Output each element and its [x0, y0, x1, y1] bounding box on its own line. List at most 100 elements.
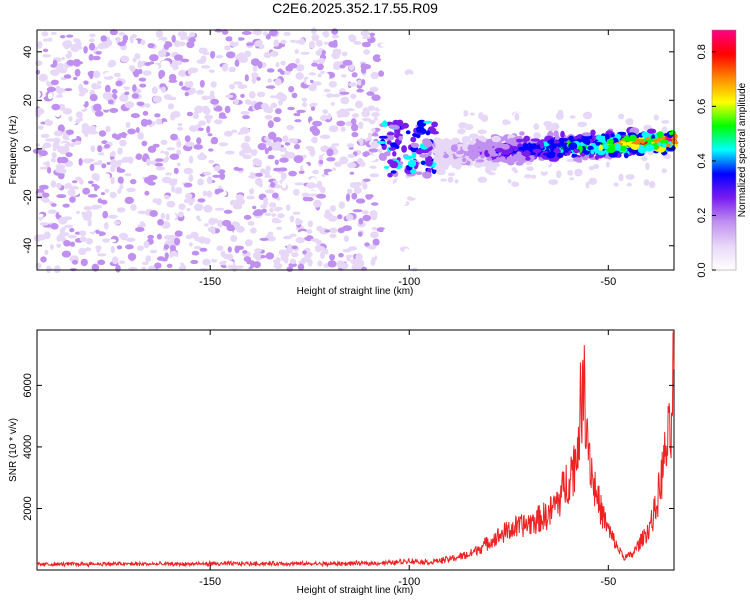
- spectrogram-cell-972: [293, 155, 304, 164]
- spectrogram-cell-1137: [208, 69, 215, 73]
- spectrogram-cell-539: [359, 173, 366, 179]
- spectrogram-cell-203: [190, 259, 199, 265]
- spectrogram-cell-1238: [160, 139, 168, 145]
- spectrogram-cell-1249: [88, 130, 99, 135]
- spectrogram-cell-2722: [513, 146, 518, 152]
- spectrogram-cell-1921: [388, 147, 396, 151]
- spectrogram-cell-1017: [359, 160, 364, 164]
- spectrogram-cell-1547: [406, 192, 413, 197]
- spectrogram-cell-958: [70, 43, 80, 52]
- spectrogram-cell-1666: [624, 160, 630, 165]
- spectrogram-cell-1016: [280, 172, 287, 180]
- spectrogram-cell-2747: [453, 159, 462, 164]
- spectrogram-cell-710: [169, 178, 178, 182]
- spectrogram-cell-913: [61, 50, 68, 56]
- spectrogram-cell-711: [280, 70, 286, 75]
- spectrogram-cell-966: [196, 137, 202, 145]
- spectrogram-cell-1266: [117, 41, 126, 47]
- spectrogram-cell-1298: [273, 39, 280, 47]
- spectrogram-cell-1037: [346, 143, 355, 148]
- spectrogram-cell-974: [330, 177, 340, 185]
- spectrogram-cell-861: [166, 147, 176, 151]
- spectrogram-cell-487: [149, 249, 158, 254]
- spectrogram-cell-1799: [548, 179, 559, 186]
- spectrogram-cell-1040: [264, 212, 272, 216]
- spectrogram-cell-2788: [551, 143, 556, 149]
- snr-y-tick-label-2: 6000: [22, 373, 34, 397]
- spectrogram-cell-4: [129, 179, 137, 185]
- spectrogram-cell-866: [243, 50, 252, 58]
- spectrogram-cell-1593: [390, 186, 399, 191]
- spectrogram-cell-2750: [494, 147, 505, 153]
- spectrogram-cell-1159: [200, 65, 211, 69]
- spectrogram-cell-840: [62, 108, 73, 115]
- spectrogram-cell-1376: [102, 91, 113, 100]
- spectrogram-cell-783: [203, 107, 211, 115]
- spectrogram-cell-2806: [661, 136, 666, 140]
- spectrogram-cell-1334: [198, 127, 204, 131]
- spectrogram-cell-1333: [101, 103, 111, 110]
- colorbar-ticks: 0.0 0.2 0.4 0.6 0.8: [696, 44, 716, 278]
- spectrogram-cell-805: [309, 40, 316, 49]
- spectrogram-cell-1885: [383, 165, 390, 169]
- spectrogram-cell-441: [265, 85, 276, 89]
- spectrogram-cell-2774: [606, 138, 614, 145]
- spectrogram-cell-1782: [661, 168, 667, 174]
- spectrogram-cell-549: [267, 154, 275, 160]
- spectrogram-cell-976: [196, 89, 205, 95]
- spectrogram-cell-1325: [207, 133, 213, 137]
- spectrogram-cell-1245: [87, 194, 98, 198]
- spectrogram-cell-789: [56, 182, 62, 189]
- spectrogram-cell-1012: [294, 100, 302, 108]
- spectrogram-cell-1230: [214, 165, 221, 172]
- spectrogram-cell-1110: [116, 167, 121, 171]
- spectrogram-cell-1366: [45, 160, 50, 168]
- spectrogram-cell-632: [311, 136, 318, 144]
- spectrogram-cell-964: [349, 171, 355, 175]
- spectrogram-cell-1007: [100, 199, 108, 205]
- spectrogram-cell-996: [100, 41, 110, 49]
- spectrogram-cell-179: [355, 198, 366, 204]
- spectrogram-y-tick-label-0: -40: [22, 238, 34, 254]
- spectrogram-cell-2741: [488, 147, 496, 156]
- spectrogram-cell-1289: [51, 103, 61, 111]
- spectrogram-cell-618: [104, 222, 109, 230]
- spectrogram-cell-2830: [546, 152, 556, 159]
- spectrogram-cell-1649: [400, 207, 410, 214]
- spectrogram-cell-1181: [326, 157, 336, 162]
- spectrogram-cell-639: [341, 243, 349, 250]
- spectrogram-cell-1771: [543, 120, 553, 127]
- spectrogram-cell-1190: [75, 211, 80, 214]
- spectrogram-cell-1617: [428, 53, 436, 57]
- spectrogram-cell-1348: [347, 153, 355, 158]
- spectrogram-cell-1044: [206, 190, 213, 198]
- spectrogram-cell-1261: [170, 133, 178, 141]
- spectrogram-cell-929: [301, 133, 308, 141]
- spectrogram-cell-342: [296, 64, 305, 72]
- spectrogram-cell-971: [101, 173, 111, 180]
- spectrogram-cell-842: [330, 247, 336, 255]
- spectrogram-cell-2831: [468, 155, 477, 160]
- spectrogram-cell-1534: [395, 74, 400, 80]
- spectrogram-cell-1639: [406, 250, 413, 259]
- spectrogram-cell-744: [214, 119, 223, 125]
- spectrogram-cell-496: [288, 170, 297, 177]
- spectrogram-cell-908: [62, 40, 72, 49]
- spectrogram-cell-912: [216, 245, 224, 252]
- spectrogram-cell-590: [338, 252, 344, 258]
- spectrogram-cell-1572: [413, 80, 422, 87]
- spectrogram-cell-1205: [101, 163, 107, 169]
- spectrogram-cell-788: [251, 76, 257, 84]
- spectrogram-cell-969: [244, 135, 251, 143]
- spectrogram-cell-210: [97, 259, 106, 266]
- spectrogram-cell-341: [328, 125, 339, 133]
- spectrogram-cell-388: [137, 210, 148, 215]
- spectrogram-cell-1178: [184, 141, 195, 147]
- spectrogram-cell-80: [308, 72, 317, 76]
- spectrogram-cell-1067: [130, 113, 140, 119]
- spectrogram-cell-1598: [379, 172, 385, 180]
- spectrogram-cell-557: [197, 198, 206, 203]
- spectrogram-cell-1362: [55, 167, 66, 174]
- spectrogram-cell-2110: [432, 166, 443, 170]
- spectrogram-cell-823: [259, 237, 269, 241]
